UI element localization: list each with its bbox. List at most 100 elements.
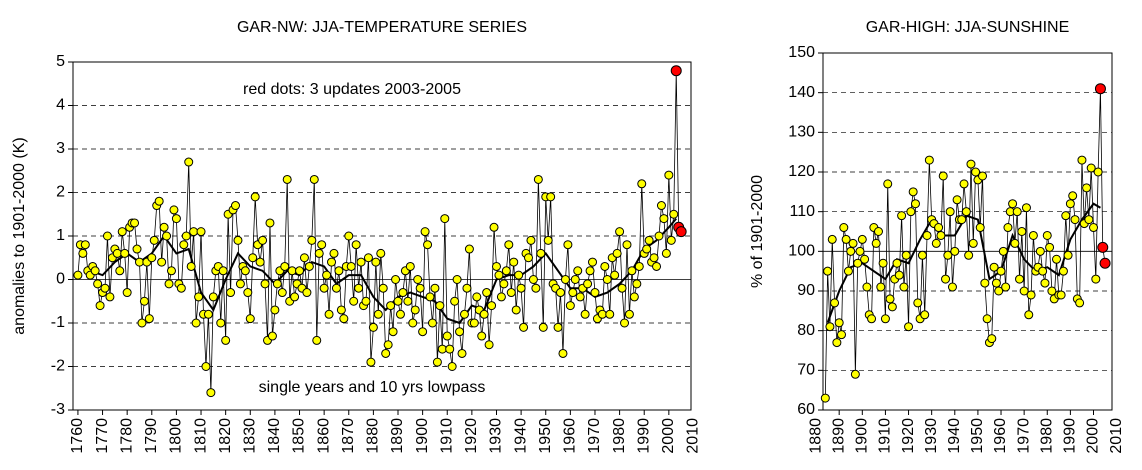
data-point [231, 201, 241, 211]
data-point [132, 244, 142, 254]
data-point [860, 254, 870, 264]
data-point [913, 298, 923, 308]
x-tick-label: 1930 [923, 418, 940, 454]
data-point [615, 227, 625, 237]
data-point [961, 207, 971, 217]
x-tick-label: 1940 [512, 418, 529, 454]
data-point [1052, 254, 1062, 264]
data-point [179, 240, 189, 250]
data-point [115, 266, 125, 276]
data-point [538, 322, 548, 332]
x-tick-label: 1860 [315, 418, 332, 454]
data-point [952, 195, 962, 205]
data-point [376, 248, 386, 258]
x-tick-label: 1920 [900, 418, 917, 454]
data-point [393, 296, 403, 306]
data-point [570, 275, 580, 284]
data-point [482, 288, 492, 298]
data-point [920, 310, 930, 320]
data-point [388, 327, 398, 337]
y-tick-label: 4 [56, 97, 65, 114]
data-point [556, 288, 566, 298]
data-point [1035, 246, 1045, 256]
x-tick-label: 1780 [118, 418, 135, 454]
data-point [1045, 242, 1055, 252]
data-point [203, 309, 213, 319]
data-point [80, 240, 90, 250]
data-point [245, 314, 255, 324]
data-point [314, 248, 324, 258]
data-point [519, 322, 529, 332]
data-point [430, 283, 440, 293]
data-point [883, 179, 893, 189]
data-point [479, 309, 489, 319]
data-point [398, 288, 408, 298]
data-point [181, 231, 191, 241]
data-point [169, 205, 179, 215]
data-point [361, 296, 371, 306]
data-point [820, 393, 830, 403]
data-point [943, 250, 953, 260]
y-tick-label: 140 [788, 84, 815, 101]
data-point [994, 286, 1004, 296]
data-point [632, 279, 642, 289]
data-point [117, 227, 127, 237]
data-point [917, 250, 927, 260]
y-tick-label: 110 [789, 203, 815, 220]
x-tick-label: 1800 [168, 418, 185, 454]
x-tick-label: 1950 [969, 418, 986, 454]
data-point [184, 157, 194, 167]
data-point [1093, 167, 1103, 177]
data-point [302, 288, 312, 298]
data-point [964, 250, 974, 260]
data-point [418, 327, 428, 337]
data-point [147, 253, 157, 263]
x-tick-label: 2010 [1108, 418, 1125, 454]
data-point [536, 248, 546, 258]
data-point [531, 283, 541, 293]
x-tick-label: 1830 [241, 418, 258, 454]
data-point [924, 155, 934, 165]
data-point [936, 230, 946, 240]
data-point [413, 275, 423, 284]
x-tick-label: 1960 [992, 418, 1009, 454]
x-tick-label: 1870 [340, 418, 357, 454]
data-point [477, 331, 487, 341]
data-point [1082, 183, 1092, 193]
data-point [427, 318, 437, 328]
y-tick-label: 2 [56, 184, 65, 201]
data-point [612, 248, 622, 258]
data-point [159, 222, 169, 232]
data-point [324, 309, 334, 319]
data-point [1063, 250, 1073, 260]
data-point [317, 240, 327, 250]
data-point [553, 322, 563, 332]
data-point [157, 257, 167, 267]
data-point [850, 369, 860, 379]
data-point [661, 248, 671, 258]
x-tick-label: 1930 [488, 418, 505, 454]
data-point [93, 279, 103, 289]
data-point [484, 340, 494, 350]
data-point [922, 230, 932, 240]
chart-title: GAR-NW: JJA-TEMPERATURE SERIES [237, 19, 527, 36]
data-point [450, 296, 460, 306]
data-point [894, 270, 904, 280]
data-point [452, 275, 462, 284]
data-point [329, 248, 339, 258]
x-tick-label: 1770 [94, 418, 111, 454]
data-point [506, 288, 516, 298]
data-point [366, 357, 376, 367]
data-point [201, 362, 211, 371]
data-point [240, 266, 250, 276]
x-tick-label: 1840 [266, 418, 283, 454]
data-point [597, 309, 607, 319]
y-tick-label: 130 [788, 124, 815, 141]
data-point [351, 240, 361, 250]
data-point [978, 171, 988, 181]
x-tick-label: 1820 [217, 418, 234, 454]
data-point [415, 283, 425, 293]
data-point [1086, 163, 1096, 173]
data-point [585, 266, 595, 276]
x-tick-label: 1760 [69, 418, 86, 454]
